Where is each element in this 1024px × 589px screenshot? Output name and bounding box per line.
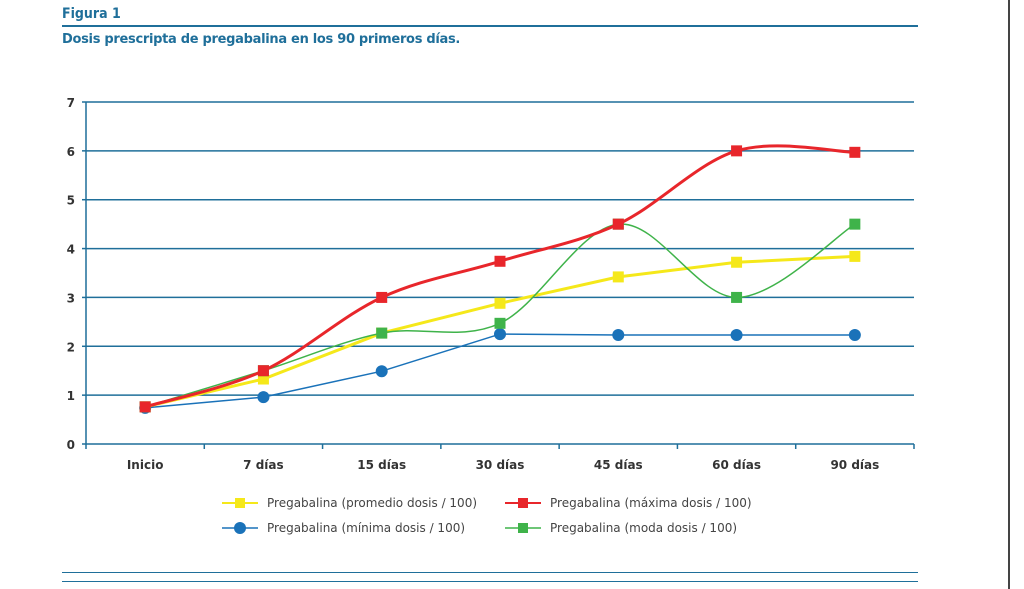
legend-label: Pregabalina (máxima dosis / 100) bbox=[550, 496, 752, 510]
data-point bbox=[731, 291, 743, 303]
x-tick-label: Inicio bbox=[127, 458, 164, 472]
legend-marker bbox=[518, 523, 528, 533]
series-2 bbox=[139, 328, 861, 414]
data-point bbox=[494, 297, 506, 309]
y-tick-label: 2 bbox=[67, 340, 75, 354]
header-rule bbox=[62, 25, 918, 27]
x-tick-label: 60 días bbox=[712, 458, 761, 472]
series-line bbox=[144, 144, 855, 409]
data-point bbox=[612, 271, 624, 283]
series-line bbox=[145, 333, 855, 409]
x-tick-label: 30 días bbox=[476, 458, 525, 472]
y-tick-label: 0 bbox=[67, 438, 75, 452]
data-point bbox=[612, 329, 625, 342]
y-tick-label: 4 bbox=[67, 243, 75, 257]
legend-label: Pregabalina (promedio dosis / 100) bbox=[267, 496, 477, 510]
footer-rule-2 bbox=[62, 581, 918, 582]
page-edge bbox=[1008, 0, 1010, 589]
data-point bbox=[139, 401, 151, 413]
data-point bbox=[376, 291, 388, 303]
x-tick-label: 45 días bbox=[594, 458, 643, 472]
x-tick-label: 15 días bbox=[357, 458, 406, 472]
x-tick-label: 7 días bbox=[243, 458, 283, 472]
data-point bbox=[375, 365, 388, 378]
legend-marker bbox=[235, 498, 245, 508]
legend-marker bbox=[234, 522, 246, 534]
data-point bbox=[849, 218, 861, 230]
footer-rule bbox=[62, 572, 918, 573]
data-point bbox=[849, 146, 861, 158]
legend-label: Pregabalina (moda dosis / 100) bbox=[550, 521, 737, 535]
data-point bbox=[730, 329, 743, 342]
y-tick-label: 1 bbox=[67, 389, 75, 403]
y-tick-label: 3 bbox=[67, 291, 75, 305]
series-1 bbox=[139, 144, 861, 413]
series-line bbox=[144, 223, 856, 408]
legend-marker bbox=[518, 498, 528, 508]
figure-label: Figura 1 bbox=[62, 6, 121, 22]
data-point bbox=[612, 218, 624, 230]
legend-label: Pregabalina (mínima dosis / 100) bbox=[267, 521, 465, 535]
data-point bbox=[494, 317, 506, 329]
y-tick-label: 7 bbox=[67, 96, 75, 110]
data-point bbox=[849, 250, 861, 262]
data-point bbox=[257, 391, 270, 404]
x-tick-label: 90 días bbox=[830, 458, 879, 472]
data-point bbox=[257, 373, 269, 385]
y-tick-label: 6 bbox=[67, 145, 75, 159]
data-point bbox=[257, 365, 269, 377]
data-point bbox=[494, 328, 506, 341]
chart-title: Dosis prescripta de pregabalina en los 9… bbox=[62, 32, 461, 47]
data-point bbox=[731, 145, 743, 157]
data-point bbox=[376, 327, 388, 339]
data-point bbox=[731, 256, 743, 268]
data-point bbox=[494, 255, 506, 267]
y-tick-label: 5 bbox=[67, 194, 75, 208]
data-point bbox=[848, 329, 861, 342]
